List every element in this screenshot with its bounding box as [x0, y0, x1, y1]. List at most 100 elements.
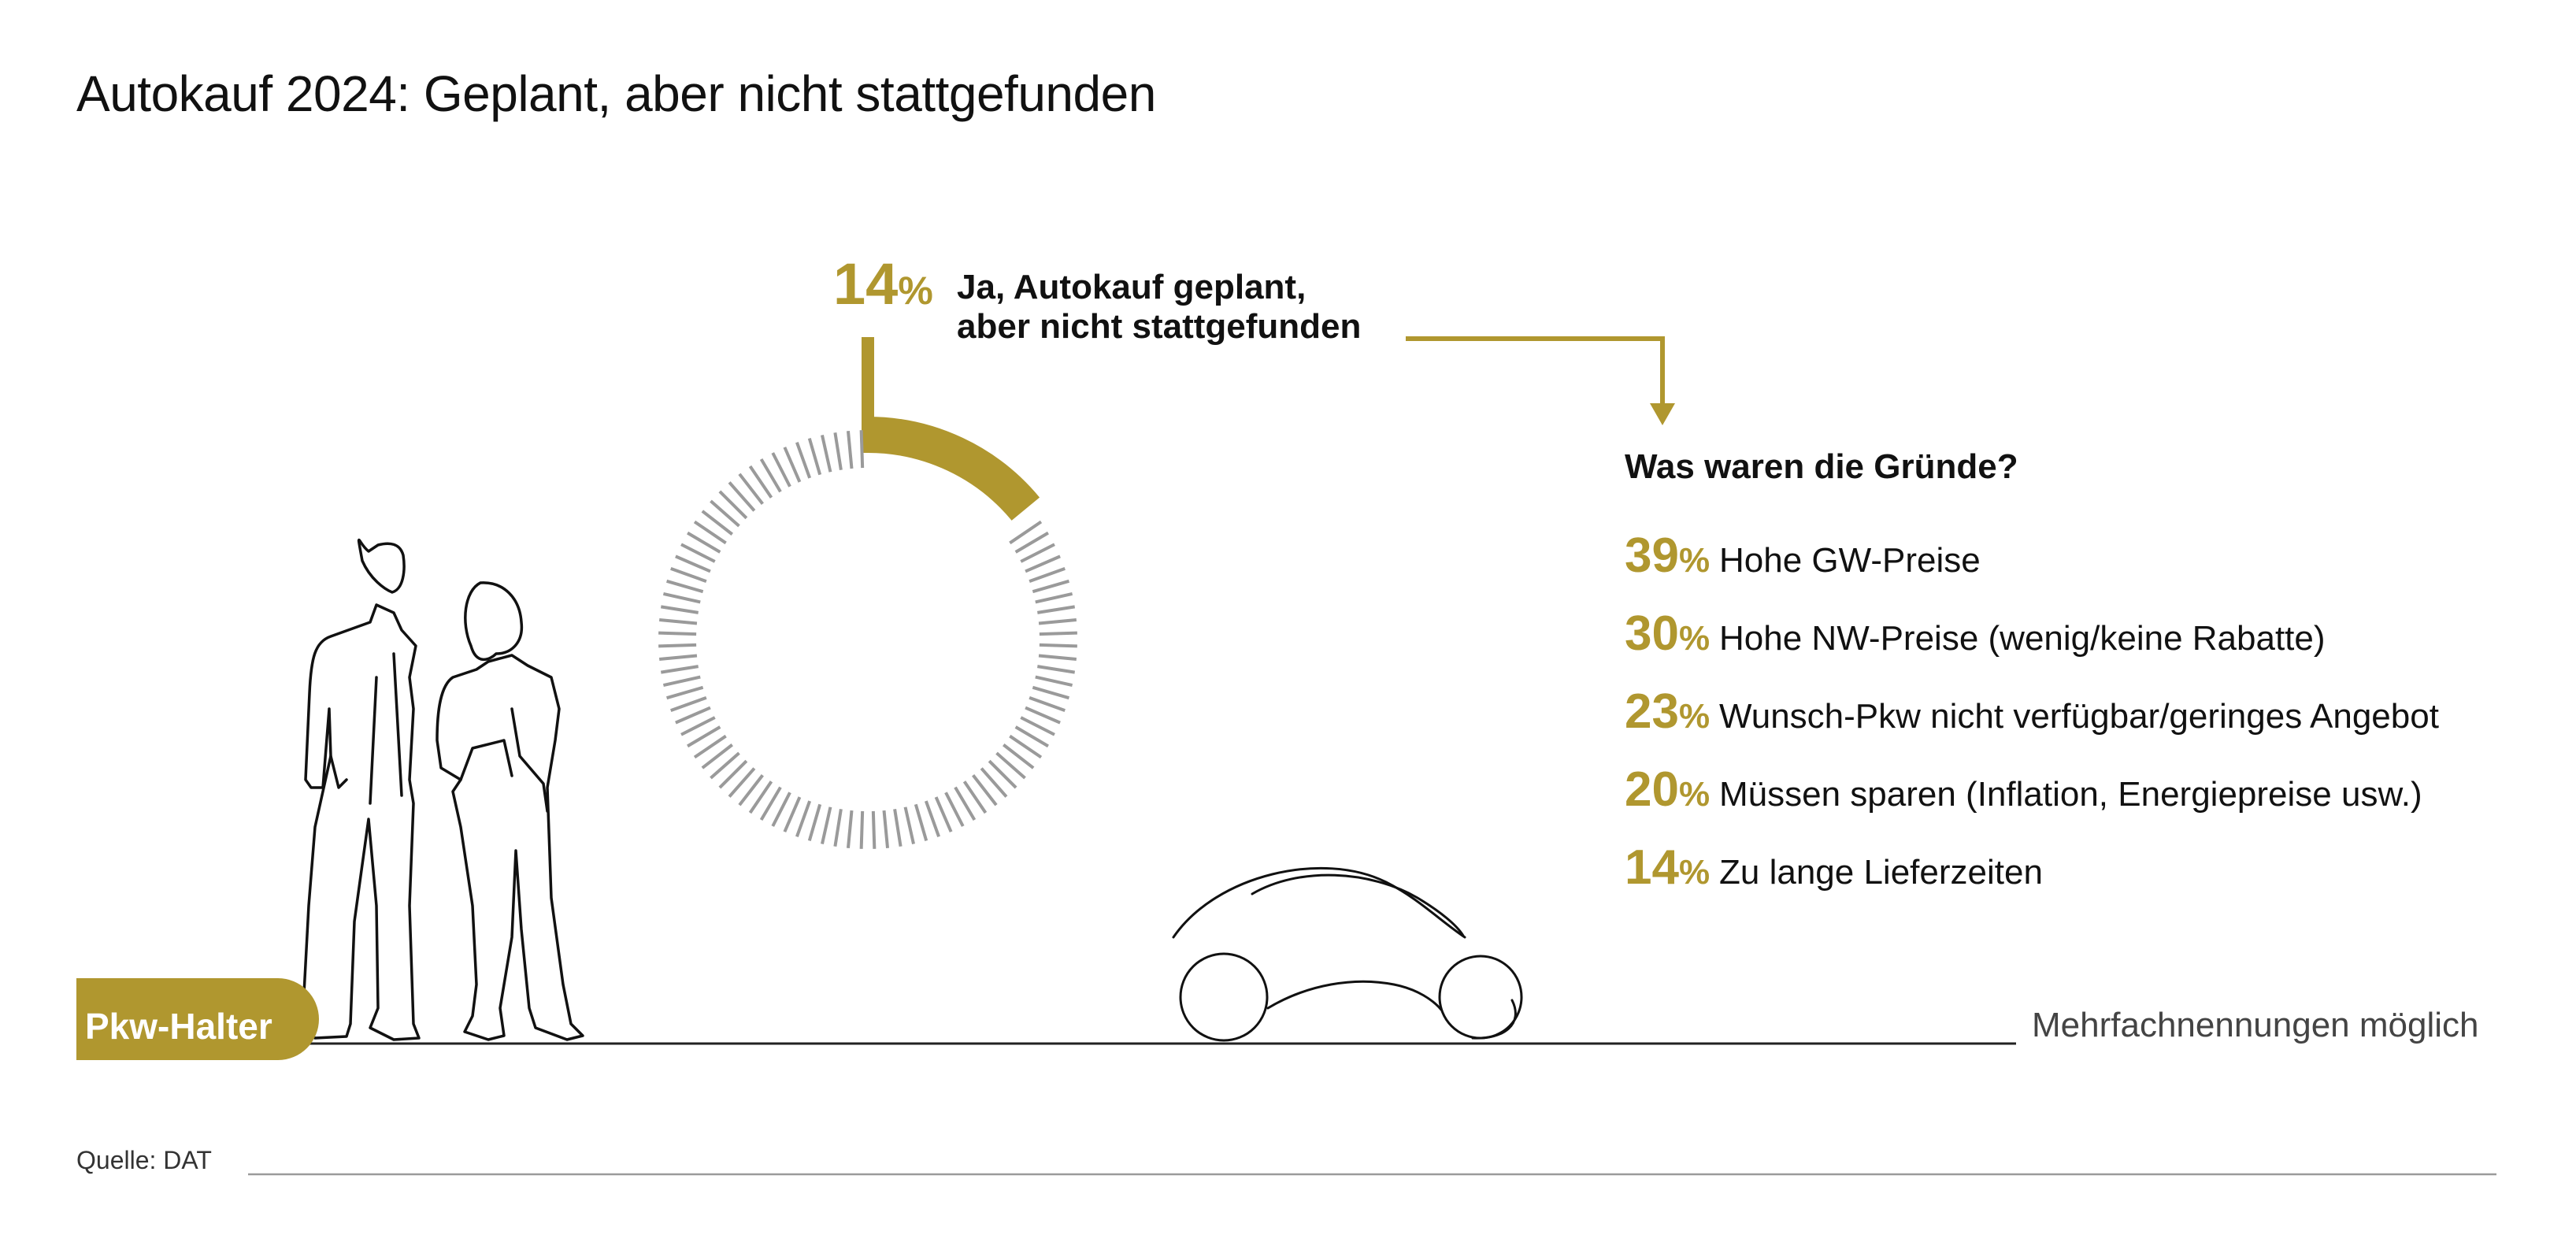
- multiple-answers-note: Mehrfachnennungen möglich: [2032, 1006, 2479, 1044]
- headline-percent: 14%: [833, 250, 933, 317]
- gauge-tick: [833, 809, 843, 847]
- headline-line-1: Ja, Autokauf geplant,: [957, 268, 1307, 306]
- gauge-tick: [807, 803, 822, 841]
- gauge-tick: [859, 810, 865, 849]
- gauge-tick: [1032, 685, 1069, 700]
- gauge-tick: [859, 430, 865, 469]
- page-title: Autokauf 2024: Geplant, aber nicht statt…: [76, 65, 1156, 122]
- reason-value: 20: [1625, 762, 1679, 817]
- reason-percent: 14%: [1625, 840, 1711, 895]
- gauge-tick: [771, 792, 791, 827]
- reason-percent: 23%: [1625, 684, 1711, 740]
- arrow-down-icon: [1650, 403, 1675, 425]
- gauge-tick: [771, 452, 791, 488]
- reason-item: 20% Müssen sparen (Inflation, Energieprei…: [1625, 762, 2439, 840]
- gauge-tick: [988, 759, 1017, 789]
- gauge-tick: [658, 631, 697, 636]
- reason-unit: %: [1678, 619, 1711, 658]
- gauge-tick: [1037, 605, 1076, 614]
- gauge-tick: [660, 605, 699, 614]
- reason-label: Müssen sparen (Inflation, Energiepreise …: [1719, 775, 2422, 814]
- gauge-tick: [903, 806, 915, 845]
- reason-percent: 39%: [1625, 528, 1711, 584]
- gauge-tick: [954, 786, 977, 821]
- gauge-tick: [783, 796, 802, 832]
- car-outline-icon: [1172, 866, 1523, 1042]
- gauge-tick: [846, 810, 854, 849]
- reason-value: 14: [1625, 840, 1679, 895]
- gauge-tick: [710, 499, 740, 528]
- gauge-tick: [675, 554, 711, 573]
- gauge-tick: [1020, 716, 1055, 736]
- gauge-tick: [1014, 725, 1049, 748]
- gauge-tick: [658, 617, 698, 625]
- source-label: Quelle: DAT: [76, 1146, 212, 1174]
- gauge-tick: [795, 442, 812, 479]
- gauge-tick: [1038, 654, 1077, 662]
- gauge-tick: [701, 743, 733, 769]
- gauge-tick: [995, 751, 1026, 780]
- gauge-tick: [833, 432, 843, 470]
- gauge-tick: [846, 430, 854, 469]
- gauge-tick: [660, 665, 699, 674]
- gauge-tick: [1009, 734, 1043, 759]
- gauge-tick: [666, 685, 704, 700]
- gauge-tick: [821, 434, 832, 473]
- gauge-tick: [738, 473, 764, 505]
- gauge-tick: [783, 447, 802, 483]
- reasons-title: Was waren die Gründe?: [1625, 447, 2018, 486]
- gauge-marker: [862, 337, 874, 453]
- gauge-tick: [675, 706, 711, 725]
- gauge-tick: [1035, 675, 1073, 687]
- reason-label: Hohe GW-Preise: [1719, 541, 1981, 580]
- gauge-tick: [914, 803, 928, 841]
- connector-line: [1406, 336, 1665, 406]
- gauge-tick: [680, 543, 716, 563]
- gauge-tick: [1025, 706, 1061, 725]
- gauge-tick: [1020, 543, 1055, 563]
- reason-percent: 20%: [1625, 762, 1711, 818]
- gauge-tick: [738, 774, 764, 806]
- headline-value: 14: [833, 251, 899, 317]
- reason-percent: 30%: [1625, 606, 1711, 662]
- gauge-tick: [693, 734, 727, 759]
- reason-value: 39: [1625, 528, 1679, 583]
- gauge-tick: [893, 809, 903, 847]
- gauge-tick: [666, 579, 704, 594]
- reason-unit: %: [1678, 697, 1711, 736]
- gauge-tick: [658, 654, 698, 662]
- gauge-tick: [807, 438, 822, 476]
- gauge-tick: [1003, 743, 1035, 769]
- gauge-tick: [795, 800, 812, 837]
- group-label: Pkw-Halter: [85, 1006, 272, 1047]
- gauge-tick: [670, 567, 707, 584]
- gauge-tick: [710, 751, 740, 780]
- gauge-tick: [662, 592, 701, 604]
- reason-unit: %: [1678, 853, 1711, 892]
- gauge-tick: [680, 716, 716, 736]
- reason-value: 30: [1625, 606, 1679, 661]
- gauge-tick: [871, 810, 877, 849]
- gauge-tick: [748, 781, 773, 814]
- gauge-tick: [944, 792, 965, 827]
- headline-unit: %: [898, 269, 933, 313]
- gauge-tick: [693, 520, 727, 545]
- gauge-highlight-segment: [867, 417, 1040, 521]
- gauge-tick: [1035, 592, 1073, 604]
- gauge-chart: [658, 337, 1077, 849]
- gauge-tick: [962, 781, 988, 814]
- reason-label: Hohe NW-Preise (wenig/keine Rabatte): [1719, 619, 2326, 658]
- gauge-tick: [658, 643, 697, 648]
- gauge-tick: [759, 458, 782, 493]
- reason-item: 30% Hohe NW-Preise (wenig/keine Rabatte): [1625, 606, 2439, 684]
- gauge-tick: [1039, 631, 1077, 636]
- reason-value: 23: [1625, 684, 1679, 739]
- reason-item: 39% Hohe GW-Preise: [1625, 528, 2439, 606]
- gauge-tick: [882, 810, 890, 849]
- headline-text: Ja, Autokauf geplant, aber nicht stattge…: [957, 268, 1361, 347]
- gauge-tick: [670, 695, 707, 712]
- reason-unit: %: [1678, 541, 1711, 580]
- gauge-tick: [1038, 617, 1077, 625]
- gauge-tick: [687, 725, 721, 748]
